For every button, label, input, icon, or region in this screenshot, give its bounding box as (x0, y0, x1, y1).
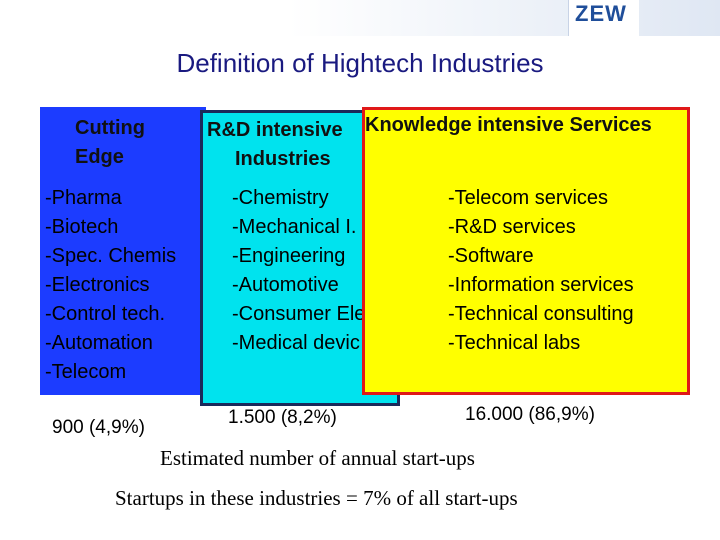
item: -Chemistry (232, 187, 329, 209)
item: -Electronics (45, 274, 150, 296)
logo-box (568, 0, 639, 36)
heading-line: Cutting (75, 117, 145, 139)
heading: R&D intensive Industries (207, 116, 343, 174)
caption: Estimated number of annual start-ups (160, 446, 475, 470)
item: -Automation (45, 332, 153, 354)
item: -Control tech. (45, 303, 166, 325)
item: -Consumer Ele (232, 303, 362, 325)
item: -Medical devic (232, 332, 360, 354)
rd-items: -Chemistry -Mechanical I. -Engineering -… (232, 184, 362, 364)
item: -Technical labs (448, 332, 581, 354)
item: -Mechanical I. (232, 216, 357, 238)
cutting-edge-items: -Pharma -Biotech -Spec. Chemis -Electron… (45, 184, 203, 394)
item: -Spec. Chemis (45, 245, 177, 267)
count: 900 (4,9%) (52, 417, 145, 438)
cutting-edge-box (40, 107, 206, 395)
logo: ZEW (575, 1, 627, 26)
item: -R&D services (448, 216, 576, 238)
heading: Knowledge intensive Services (365, 111, 652, 140)
item: -Telecom (45, 361, 127, 383)
knowledge-items: -Telecom services -R&D services -Softwar… (448, 184, 634, 358)
item: -Pharma (45, 187, 122, 209)
heading-line: Industries (235, 148, 331, 170)
item: -Information services (448, 274, 634, 296)
count: 16.000 (86,9%) (465, 404, 595, 425)
heading: Cutting Edge (75, 114, 145, 172)
count: 1.500 (8,2%) (228, 407, 337, 428)
item: -Software (448, 245, 534, 267)
heading-line: R&D intensive (207, 119, 343, 141)
item: -Automotive (232, 274, 339, 296)
item: -Telecom services (448, 187, 609, 209)
footnote: Startups in these industries = 7% of all… (115, 486, 518, 510)
heading-line: Edge (75, 146, 124, 168)
item: -Technical consulting (448, 303, 634, 325)
knowledge-box (362, 107, 690, 395)
item: -Biotech (45, 216, 119, 238)
item: -Engineering (232, 245, 346, 267)
title: Definition of Hightech Industries (176, 48, 544, 78)
heading-line: Knowledge intensive Services (365, 114, 652, 136)
